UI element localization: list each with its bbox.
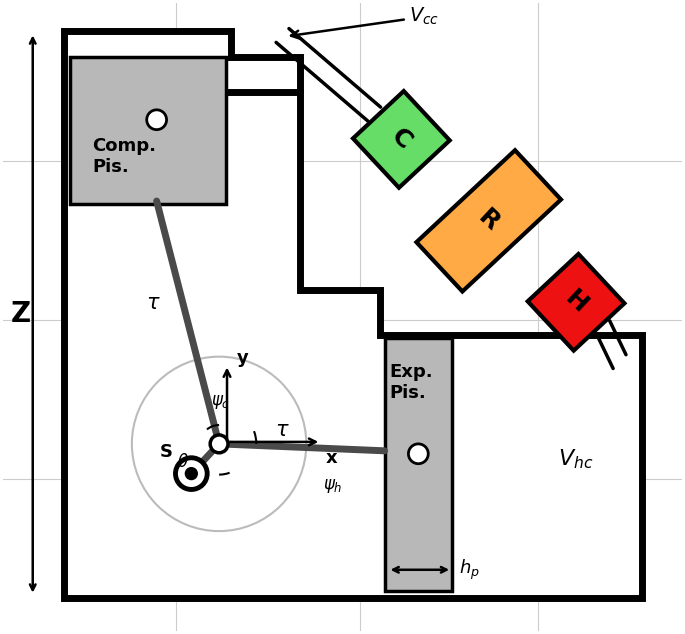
Bar: [71, 57, 226, 204]
Text: Comp.
Pis.: Comp. Pis.: [92, 137, 156, 176]
Text: C: C: [386, 124, 416, 155]
Text: x: x: [326, 449, 338, 467]
Polygon shape: [64, 30, 643, 597]
Text: $\tau$: $\tau$: [146, 293, 160, 313]
Text: R: R: [473, 205, 504, 236]
Text: $V_{hc}$: $V_{hc}$: [558, 447, 593, 470]
Text: $\psi_c$: $\psi_c$: [211, 393, 230, 411]
Text: $V_{cc}$: $V_{cc}$: [291, 6, 440, 39]
Text: S: S: [160, 443, 173, 461]
Text: Exp.
Pis.: Exp. Pis.: [390, 363, 433, 402]
Circle shape: [210, 435, 228, 453]
Text: y: y: [237, 349, 249, 366]
Bar: [416, 150, 561, 292]
Text: $\tau$: $\tau$: [275, 420, 289, 439]
Circle shape: [175, 458, 207, 489]
Circle shape: [408, 444, 428, 463]
Text: $h_p$: $h_p$: [459, 558, 480, 582]
Bar: [353, 91, 450, 188]
Text: $\psi_h$: $\psi_h$: [323, 477, 342, 495]
Text: Z: Z: [11, 300, 31, 328]
Bar: [385, 338, 452, 591]
Circle shape: [186, 468, 197, 479]
Text: $\theta$: $\theta$: [177, 453, 189, 470]
Text: H: H: [560, 287, 592, 318]
Circle shape: [147, 110, 166, 130]
Bar: [527, 254, 625, 351]
